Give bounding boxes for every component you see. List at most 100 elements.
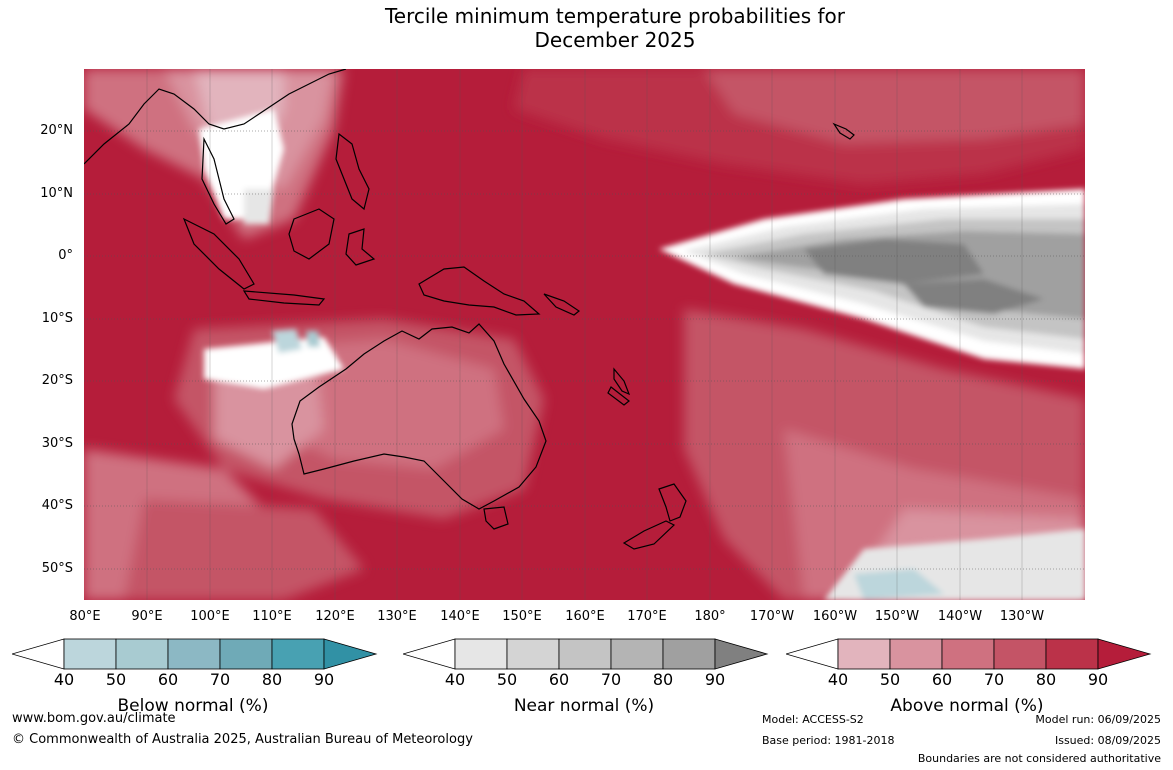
- region-south-east-below: [854, 569, 944, 600]
- australia-outline: [291, 323, 547, 510]
- vanuatu-fiji: [613, 367, 631, 396]
- colorbar-label-near: Near normal (%): [513, 696, 655, 716]
- colorbar-tick-label: 70: [209, 670, 231, 689]
- colorbar-label-below: Below normal (%): [117, 696, 269, 716]
- issued-date: Issued: 08/09/2025: [1054, 734, 1161, 747]
- lon-label-170e: 170°E: [627, 609, 667, 624]
- model-name: Model: ACCESS-S2: [762, 713, 864, 726]
- region-indian-below-blue: [272, 329, 302, 353]
- region-southwest-mid: [124, 499, 364, 600]
- colorbar-tick-label: 90: [1087, 670, 1109, 689]
- philippines-outline: [335, 132, 370, 211]
- forecast-map: [84, 69, 1085, 600]
- java-outline: [242, 290, 326, 306]
- solomon-islands: [543, 293, 581, 316]
- lon-label-120e: 120°E: [315, 609, 355, 624]
- new-zealand-north: [658, 483, 687, 522]
- lat-label-30s: 30°S: [41, 436, 73, 451]
- malay-peninsula-outline: [201, 136, 235, 225]
- lat-label-0: 0°: [58, 248, 73, 263]
- colorbar-tick-label: 50: [105, 670, 127, 689]
- new-caledonia: [607, 386, 630, 406]
- colorbar-segment: [271, 638, 325, 670]
- lon-label-170w: 170°W: [749, 609, 795, 624]
- colorbar-segment: [219, 638, 273, 670]
- lon-label-130e: 130°E: [377, 609, 417, 624]
- lon-label-180: 180°: [694, 609, 726, 624]
- colorbar-segment: [506, 638, 560, 670]
- region-eq-pacific-90: [804, 239, 984, 284]
- colorbar-tick-label: 60: [548, 670, 570, 689]
- lon-label-100e: 100°E: [190, 609, 230, 624]
- sulawesi-outline: [345, 228, 376, 266]
- colorbar-tick-label: 80: [1035, 670, 1057, 689]
- lon-label-150w: 150°W: [874, 609, 920, 624]
- colorbar-tick-label: 60: [931, 670, 953, 689]
- boundaries-disclaimer: Boundaries are not considered authoritat…: [917, 752, 1161, 765]
- lon-label-160w: 160°W: [812, 609, 858, 624]
- region-north-pacific-lighter: [704, 69, 1085, 144]
- colorbar-tick-label: 80: [261, 670, 283, 689]
- region-eq-pacific-90b: [904, 279, 1044, 314]
- near-normal-field: [199, 109, 1085, 600]
- region-indochina-grey: [244, 189, 274, 224]
- japan-islands: [832, 122, 855, 140]
- colorbar-tick-label: 90: [704, 670, 726, 689]
- new-guinea-outline: [418, 266, 541, 316]
- new-zealand-south: [622, 520, 676, 550]
- colorbar-tick-label: 40: [53, 670, 75, 689]
- lon-label-150e: 150°E: [502, 609, 542, 624]
- colorbar-max-triangle: [1097, 638, 1152, 670]
- lat-label-20s: 20°S: [41, 373, 73, 388]
- lon-label-110e: 110°E: [252, 609, 292, 624]
- map-canvas: [84, 69, 1085, 600]
- colorbar-tick-label: 40: [827, 670, 849, 689]
- borneo-outline: [288, 208, 335, 260]
- gridlines: [84, 130, 1085, 570]
- sumatra-outline: [182, 217, 255, 290]
- lon-label-140e: 140°E: [440, 609, 480, 624]
- model-run-date: Model run: 06/09/2025: [1035, 713, 1161, 726]
- colorbar-label-above: Above normal (%): [890, 696, 1044, 716]
- website-link[interactable]: www.bom.gov.au/climate: [12, 711, 176, 726]
- coastlines: [84, 69, 855, 550]
- colorbar-min-triangle: [403, 638, 456, 670]
- colorbar-tick-label: 70: [600, 670, 622, 689]
- chart-title: Tercile minimum temperature probabilitie…: [0, 4, 1173, 52]
- colorbar-tick-label: 60: [157, 670, 179, 689]
- lon-label-160e: 160°E: [565, 609, 605, 624]
- colorbar-segment: [63, 638, 117, 670]
- lon-label-140w: 140°W: [937, 609, 983, 624]
- colorbar-segment: [662, 638, 716, 670]
- colorbar-segment: [889, 638, 943, 670]
- colorbar-segment: [837, 638, 891, 670]
- colorbar-min-triangle: [12, 638, 65, 670]
- title-line-1: Tercile minimum temperature probabilitie…: [384, 4, 846, 28]
- asia-mainland-outline: [84, 69, 347, 165]
- tasmania-outline: [483, 506, 509, 530]
- colorbar-tick-label: 90: [313, 670, 335, 689]
- colorbar-near-normal: [403, 638, 769, 670]
- colorbar-segment: [610, 638, 664, 670]
- base-period: Base period: 1981-2018: [762, 734, 895, 747]
- colorbar-segment: [115, 638, 169, 670]
- lon-label-80e: 80°E: [69, 609, 101, 624]
- lat-label-20n: 20°N: [40, 123, 73, 138]
- colorbar-min-triangle: [786, 638, 839, 670]
- lat-label-10s: 10°S: [41, 311, 73, 326]
- colorbar-tick-label: 50: [496, 670, 518, 689]
- colorbar-tick-label: 40: [444, 670, 466, 689]
- region-indian-below: [204, 337, 344, 389]
- colorbar-tick-label: 70: [983, 670, 1005, 689]
- lat-label-40s: 40°S: [41, 498, 73, 513]
- region-indian-below-blue2: [306, 331, 320, 347]
- colorbar-below-normal: [12, 638, 378, 670]
- colorbar-segment: [941, 638, 995, 670]
- lat-label-10n: 10°N: [40, 186, 73, 201]
- colorbar-max-triangle: [323, 638, 378, 670]
- copyright-text: © Commonwealth of Australia 2025, Austra…: [12, 732, 473, 747]
- colorbar-segment: [1045, 638, 1099, 670]
- colorbar-tick-label: 50: [879, 670, 901, 689]
- colorbar-above-normal: [786, 638, 1152, 670]
- colorbar-segment: [558, 638, 612, 670]
